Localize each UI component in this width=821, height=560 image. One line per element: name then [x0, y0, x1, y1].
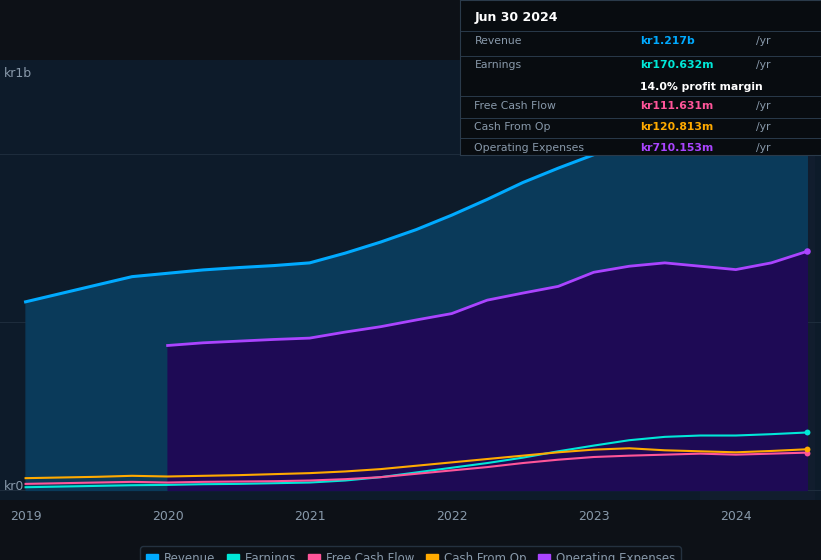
Text: /yr: /yr — [756, 36, 771, 46]
Text: kr1.217b: kr1.217b — [640, 36, 695, 46]
Text: /yr: /yr — [756, 60, 771, 71]
Text: kr1b: kr1b — [4, 67, 32, 80]
Bar — [700, 60, 814, 500]
Text: /yr: /yr — [756, 101, 771, 111]
Point — [800, 448, 814, 457]
Text: kr111.631m: kr111.631m — [640, 101, 713, 111]
Text: /yr: /yr — [756, 123, 771, 133]
Legend: Revenue, Earnings, Free Cash Flow, Cash From Op, Operating Expenses: Revenue, Earnings, Free Cash Flow, Cash … — [140, 547, 681, 560]
Text: Free Cash Flow: Free Cash Flow — [475, 101, 557, 111]
Text: Revenue: Revenue — [475, 36, 522, 46]
Text: /yr: /yr — [756, 143, 771, 153]
Point — [800, 428, 814, 437]
Text: Cash From Op: Cash From Op — [475, 123, 551, 133]
Text: kr120.813m: kr120.813m — [640, 123, 713, 133]
Text: Jun 30 2024: Jun 30 2024 — [475, 11, 558, 24]
Text: kr710.153m: kr710.153m — [640, 143, 713, 153]
Text: Operating Expenses: Operating Expenses — [475, 143, 585, 153]
Point — [800, 247, 814, 256]
Text: 14.0% profit margin: 14.0% profit margin — [640, 82, 764, 92]
Text: kr170.632m: kr170.632m — [640, 60, 714, 71]
Point — [800, 445, 814, 454]
Text: kr0: kr0 — [4, 480, 25, 493]
Point — [800, 77, 814, 86]
Text: Earnings: Earnings — [475, 60, 521, 71]
